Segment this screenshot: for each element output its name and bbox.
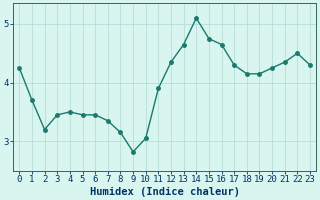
X-axis label: Humidex (Indice chaleur): Humidex (Indice chaleur) — [90, 186, 240, 197]
